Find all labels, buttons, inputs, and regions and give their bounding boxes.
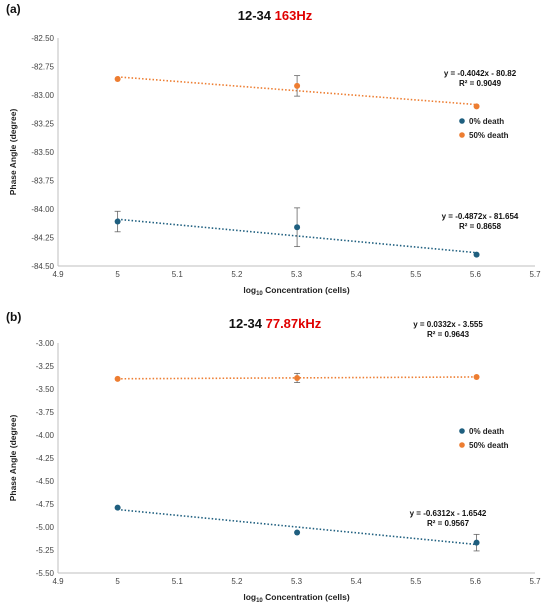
data-point bbox=[114, 218, 121, 225]
chart-plot-a: -82.50 -82.75 -83.00 -83.25 -83.50 -83.75 -84.… bbox=[8, 34, 541, 297]
data-point bbox=[114, 375, 121, 382]
trendline-equation: y = -0.4872x - 81.654 bbox=[442, 212, 519, 221]
y-tick-label: -5.50 bbox=[36, 569, 55, 578]
y-axis-label: Phase Angle (degree) bbox=[8, 415, 18, 502]
y-axis-label: Phase Angle (degree) bbox=[8, 109, 18, 196]
legend-label: 50% death bbox=[469, 441, 509, 450]
legend-marker bbox=[459, 132, 465, 138]
x-tick-label: 5.6 bbox=[470, 270, 482, 279]
trendline-r-squared: R² = 0.9567 bbox=[427, 519, 470, 528]
y-tick-label: -83.00 bbox=[31, 91, 54, 100]
x-axis-label: log10 Concentration (cells) bbox=[243, 592, 350, 604]
y-tick-label: -4.75 bbox=[36, 500, 55, 509]
y-tick-label: -82.75 bbox=[31, 63, 54, 72]
data-point bbox=[294, 374, 301, 381]
legend-label: 0% death bbox=[469, 427, 504, 436]
y-tick-label: -5.00 bbox=[36, 523, 55, 532]
y-tick-label: -3.50 bbox=[36, 385, 55, 394]
y-tick-label: -84.25 bbox=[31, 234, 54, 243]
data-point bbox=[294, 529, 301, 536]
chart-title-frequency: 77.87kHz bbox=[265, 316, 322, 331]
trendline-equation: y = -0.4042x - 80.82 bbox=[444, 69, 517, 78]
x-tick-label: 5.1 bbox=[172, 577, 184, 586]
y-tick-label: -5.25 bbox=[36, 546, 55, 555]
x-tick-label: 5.4 bbox=[351, 270, 363, 279]
trendline-equation: y = -0.6312x - 1.6542 bbox=[410, 509, 487, 518]
y-tick-label: -4.50 bbox=[36, 477, 55, 486]
x-tick-label: 5.1 bbox=[172, 270, 184, 279]
data-point bbox=[473, 251, 480, 258]
panel-label: (b) bbox=[6, 310, 22, 324]
data-point bbox=[114, 504, 121, 511]
x-tick-label: 5.7 bbox=[529, 577, 541, 586]
y-tick-label: -3.00 bbox=[36, 339, 55, 348]
trendline-r-squared: R² = 0.8658 bbox=[459, 222, 502, 231]
trendline-zero-death bbox=[117, 508, 477, 546]
data-point bbox=[473, 374, 480, 381]
x-tick-label: 5.5 bbox=[410, 577, 422, 586]
data-point bbox=[294, 224, 301, 231]
data-point bbox=[114, 76, 121, 83]
x-tick-label: 5.6 bbox=[470, 577, 482, 586]
x-tick-label: 5 bbox=[115, 270, 120, 279]
legend-label: 50% death bbox=[469, 131, 509, 140]
data-point bbox=[294, 82, 301, 89]
chart-title-frequency: 163Hz bbox=[274, 8, 313, 23]
y-tick-label: -83.75 bbox=[31, 177, 54, 186]
x-axis-label: log10 Concentration (cells) bbox=[243, 285, 350, 297]
x-tick-label: 5 bbox=[115, 577, 120, 586]
chart-title: 12-34 77.87kHz bbox=[0, 316, 550, 331]
y-tick-label: -83.50 bbox=[31, 148, 54, 157]
data-point bbox=[473, 103, 480, 110]
x-tick-label: 5.3 bbox=[291, 577, 303, 586]
y-tick-label: -83.25 bbox=[31, 120, 54, 129]
chart-title: 12-34 163Hz bbox=[0, 8, 550, 23]
chart-title-text: 12-34 bbox=[237, 8, 272, 23]
chart-panel-a: (a) 12-34 163Hz -82.50 -82.75 -83.00 -83.25… bbox=[0, 0, 550, 300]
y-tick-label: -84.50 bbox=[31, 262, 54, 271]
y-tick-label: -82.50 bbox=[31, 34, 54, 43]
legend-marker bbox=[459, 442, 465, 448]
x-tick-label: 5.7 bbox=[529, 270, 541, 279]
legend-marker bbox=[459, 428, 465, 434]
y-tick-label: -3.25 bbox=[36, 362, 55, 371]
y-tick-label: -4.00 bbox=[36, 431, 55, 440]
legend-marker bbox=[459, 118, 465, 124]
y-tick-label: -4.25 bbox=[36, 454, 55, 463]
chart-plot-b: -3.00 -3.25 -3.50 -3.75 -4.00 -4.25 -4.50 -4.75… bbox=[8, 320, 541, 604]
trendline-equation: y = 0.0332x - 3.555 bbox=[413, 320, 483, 329]
x-tick-label: 4.9 bbox=[52, 270, 64, 279]
x-tick-label: 5.2 bbox=[231, 270, 243, 279]
x-tick-label: 5.5 bbox=[410, 270, 422, 279]
x-tick-label: 5.2 bbox=[231, 577, 243, 586]
x-tick-label: 5.4 bbox=[351, 577, 363, 586]
y-tick-label: -84.00 bbox=[31, 205, 54, 214]
trendline-zero-death bbox=[117, 218, 477, 254]
panel-label: (a) bbox=[6, 2, 21, 16]
data-point bbox=[473, 539, 480, 546]
trendline-r-squared: R² = 0.9049 bbox=[459, 79, 502, 88]
x-tick-label: 4.9 bbox=[52, 577, 64, 586]
chart-title-text: 12-34 bbox=[228, 316, 262, 331]
y-tick-label: -3.75 bbox=[36, 408, 55, 417]
legend-label: 0% death bbox=[469, 117, 504, 126]
trendline-fifty-death bbox=[117, 76, 477, 106]
trendline-r-squared: R² = 0.9643 bbox=[427, 330, 470, 339]
x-tick-label: 5.3 bbox=[291, 270, 303, 279]
chart-panel-b: (b) 12-34 77.87kHz -3.00 -3.25 -3.50 -3.75-… bbox=[0, 308, 550, 608]
